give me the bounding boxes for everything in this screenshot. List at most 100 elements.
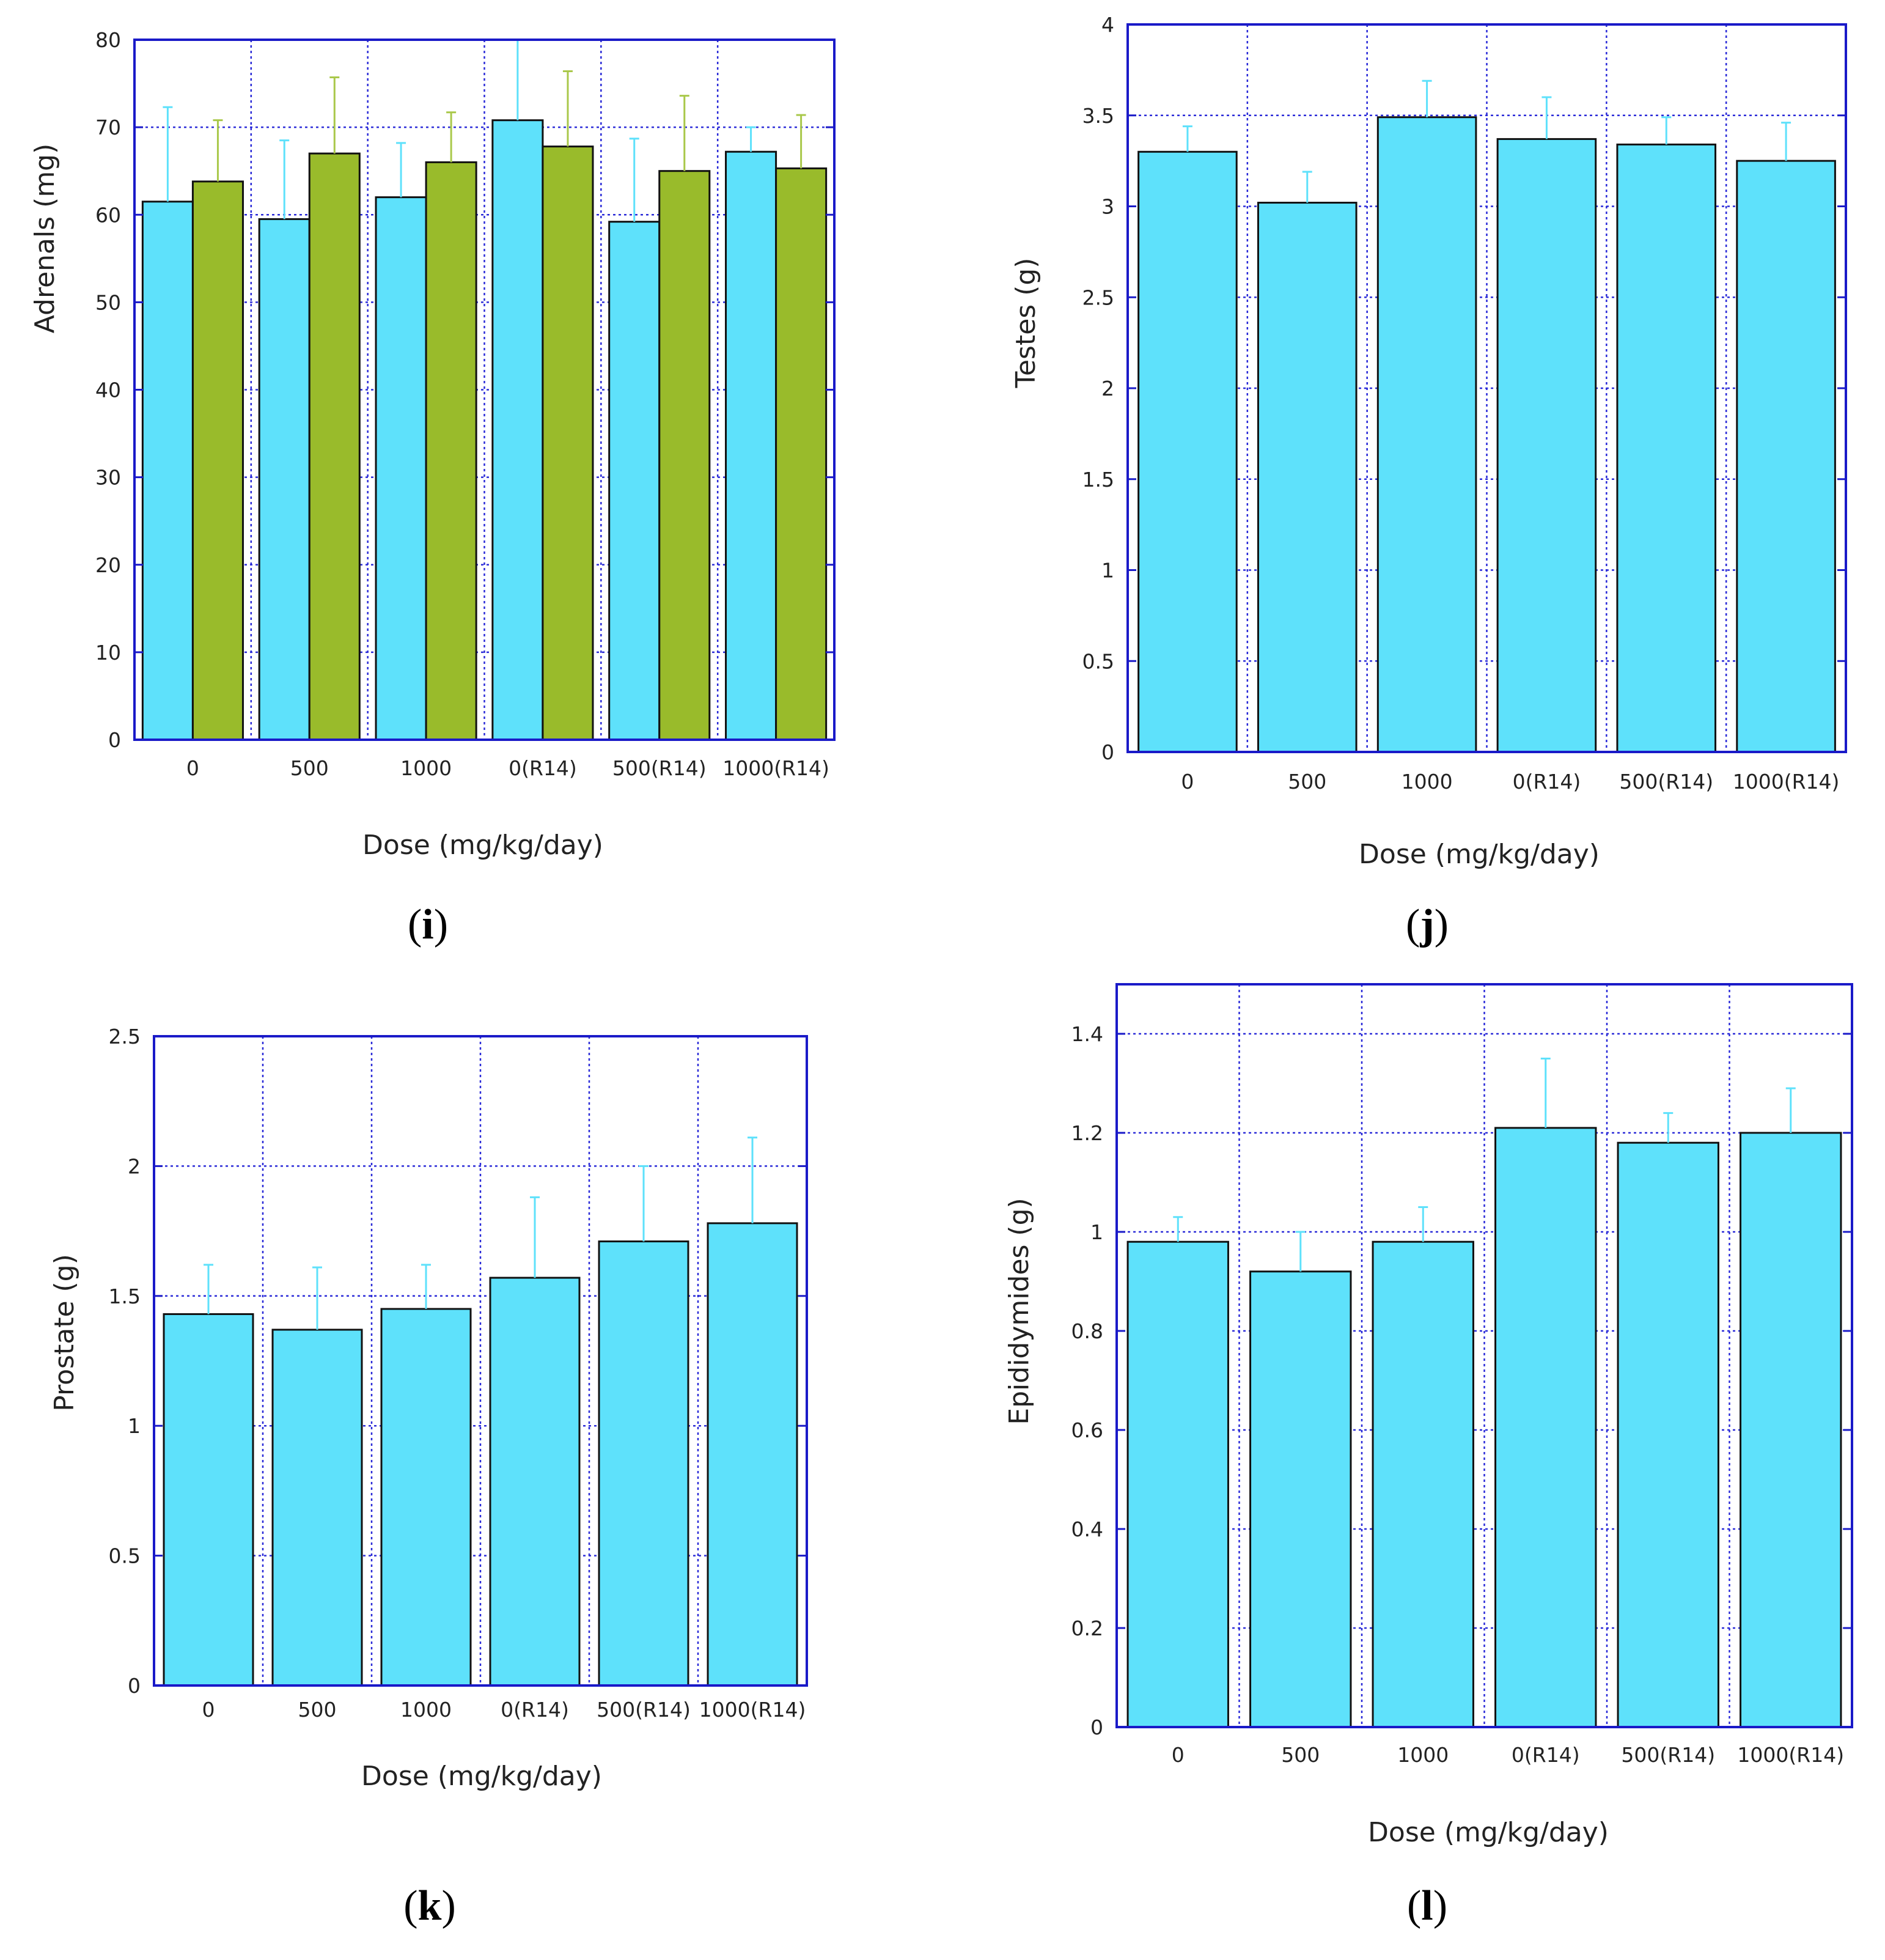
x-tick-label: 500 bbox=[298, 1698, 337, 1722]
x-tick-label: 1000 bbox=[1402, 770, 1453, 794]
x-tick-label: 0(R14) bbox=[1513, 770, 1581, 794]
bar-k-series-1-1 bbox=[271, 1328, 363, 1687]
y-tick-label: 4 bbox=[1101, 13, 1114, 37]
x-ticks-l: 0 500 1000 0(R14) 500(R14) 1000(R14) bbox=[1172, 1743, 1844, 1767]
y-tick-label: 0.5 bbox=[1082, 649, 1114, 673]
y-tick-label: 2 bbox=[1101, 377, 1114, 400]
bar-k-series-1-4 bbox=[598, 1240, 689, 1687]
x-tick-label: 1000(R14) bbox=[1733, 770, 1840, 794]
bar-j-series-1-4 bbox=[1616, 143, 1717, 753]
y-tick-label: 10 bbox=[95, 641, 121, 665]
x-axis-title-l: Dose (mg/kg/day) bbox=[1368, 1817, 1609, 1848]
y-tick-label: 0 bbox=[108, 728, 121, 752]
x-tick-label: 0 bbox=[186, 756, 199, 780]
y-axis-title-i: Adrenals (mg) bbox=[29, 144, 61, 334]
bar-i-series-1-3 bbox=[491, 119, 544, 741]
panel-label-l: (l) bbox=[1407, 1882, 1447, 1929]
y-tick-label: 1 bbox=[1090, 1220, 1103, 1244]
y-tick-label: 50 bbox=[95, 290, 121, 314]
x-tick-label: 500 bbox=[290, 756, 329, 780]
plot-frame-k bbox=[153, 1035, 808, 1687]
bar-l-series-1-4 bbox=[1617, 1141, 1719, 1728]
chart-panel-j: 0 0.5 1 1.5 2 2.5 3 3.5 4 0 500 1000 0(R14) 500(R14)… bbox=[1010, 13, 1847, 948]
y-tick-label: 0.4 bbox=[1071, 1517, 1103, 1541]
bar-i-series-1-1 bbox=[258, 218, 310, 741]
x-tick-label: 0(R14) bbox=[509, 756, 577, 780]
bar-k-series-1-2 bbox=[380, 1308, 472, 1687]
bar-i-series-1-2 bbox=[375, 196, 427, 741]
bar-i-series-2-3 bbox=[542, 146, 594, 741]
x-tick-label: 0(R14) bbox=[501, 1698, 569, 1722]
bar-l-series-1-0 bbox=[1126, 1240, 1229, 1728]
bar-l-series-1-3 bbox=[1494, 1127, 1597, 1728]
bar-j-series-1-5 bbox=[1736, 160, 1836, 753]
x-tick-label: 1000 bbox=[1397, 1743, 1449, 1767]
x-tick-label: 500(R14) bbox=[597, 1698, 691, 1722]
bar-l-series-1-5 bbox=[1740, 1132, 1842, 1728]
y-tick-label: 1 bbox=[1101, 559, 1114, 583]
x-tick-label: 1000(R14) bbox=[1737, 1743, 1844, 1767]
x-ticks-j: 0 500 1000 0(R14) 500(R14) 1000(R14) bbox=[1181, 770, 1839, 794]
y-tick-label: 0.2 bbox=[1071, 1616, 1103, 1640]
bars-k bbox=[163, 1137, 798, 1687]
y-tick-label: 1 bbox=[128, 1414, 141, 1438]
y-ticks-k: 0 0.5 1 1.5 2 2.5 bbox=[109, 1025, 807, 1698]
x-tick-label: 1000(R14) bbox=[699, 1698, 806, 1722]
bar-k-series-1-3 bbox=[489, 1277, 581, 1687]
bar-i-series-2-0 bbox=[191, 180, 244, 741]
y-tick-label: 0.6 bbox=[1071, 1418, 1103, 1442]
x-ticks-k: 0 500 1000 0(R14) 500(R14) 1000(R14) bbox=[202, 1698, 806, 1722]
bar-i-series-2-5 bbox=[775, 167, 828, 741]
y-ticks-l: 0 0.2 0.4 0.6 0.8 1 1.2 1.4 bbox=[1071, 1022, 1852, 1739]
y-tick-label: 2.5 bbox=[1082, 286, 1114, 309]
bar-i-series-1-0 bbox=[141, 201, 194, 741]
x-tick-label: 1000 bbox=[400, 756, 452, 780]
y-tick-label: 80 bbox=[95, 28, 121, 52]
panel-label-j: (j) bbox=[1406, 901, 1449, 948]
chart-panel-k: 0 0.5 1 1.5 2 2.5 0 500 1000 0(R14) 500(R14) 1000(… bbox=[49, 1025, 808, 1929]
bar-l-series-1-1 bbox=[1249, 1270, 1352, 1728]
x-tick-label: 0(R14) bbox=[1512, 1743, 1580, 1767]
panel-label-i: (i) bbox=[408, 901, 448, 948]
x-ticks-i: 0 500 1000 0(R14) 500(R14) 1000(R14) bbox=[186, 756, 829, 780]
x-tick-label: 500(R14) bbox=[612, 756, 707, 780]
bars-l bbox=[1126, 1058, 1842, 1728]
x-tick-label: 500(R14) bbox=[1621, 1743, 1715, 1767]
y-ticks-j: 0 0.5 1 1.5 2 2.5 3 3.5 4 bbox=[1082, 13, 1846, 764]
y-tick-label: 1.2 bbox=[1071, 1121, 1103, 1145]
bar-i-series-2-2 bbox=[425, 161, 477, 741]
y-tick-label: 1.5 bbox=[109, 1284, 141, 1308]
bar-k-series-1-0 bbox=[163, 1313, 254, 1687]
y-tick-label: 0.8 bbox=[1071, 1319, 1103, 1343]
y-tick-label: 2.5 bbox=[109, 1025, 141, 1048]
chart-panel-l: 0 0.2 0.4 0.6 0.8 1 1.2 1.4 0 500 1000 0(R14) 500(R… bbox=[1004, 983, 1853, 1929]
x-tick-label: 1000 bbox=[400, 1698, 452, 1722]
y-tick-label: 3 bbox=[1101, 195, 1114, 219]
x-tick-label: 500 bbox=[1288, 770, 1326, 794]
y-tick-label: 0 bbox=[1101, 740, 1114, 764]
y-axis-title-j: Testes (g) bbox=[1010, 258, 1042, 389]
bars-j bbox=[1137, 79, 1836, 753]
x-axis-title-i: Dose (mg/kg/day) bbox=[362, 830, 603, 861]
y-tick-label: 2 bbox=[128, 1154, 141, 1178]
y-tick-label: 0 bbox=[1090, 1715, 1103, 1739]
y-axis-title-k: Prostate (g) bbox=[49, 1254, 80, 1412]
x-axis-title-k: Dose (mg/kg/day) bbox=[361, 1761, 602, 1792]
y-tick-label: 60 bbox=[95, 203, 121, 227]
y-tick-label: 70 bbox=[95, 116, 121, 139]
x-tick-label: 500 bbox=[1281, 1743, 1320, 1767]
grid-j bbox=[1128, 24, 1846, 752]
bar-i-series-1-5 bbox=[725, 150, 777, 741]
plot-frame-l bbox=[1115, 983, 1853, 1728]
y-tick-label: 40 bbox=[95, 378, 121, 402]
x-tick-label: 0 bbox=[1181, 770, 1194, 794]
bar-l-series-1-2 bbox=[1372, 1240, 1474, 1728]
grid-k bbox=[154, 1036, 807, 1686]
bar-i-series-1-4 bbox=[608, 221, 661, 741]
x-axis-title-j: Dose (mg/kg/day) bbox=[1359, 839, 1600, 870]
y-tick-label: 30 bbox=[95, 466, 121, 490]
y-tick-label: 1.4 bbox=[1071, 1022, 1103, 1046]
bar-k-series-1-5 bbox=[707, 1222, 798, 1687]
x-tick-label: 1000(R14) bbox=[722, 756, 829, 780]
